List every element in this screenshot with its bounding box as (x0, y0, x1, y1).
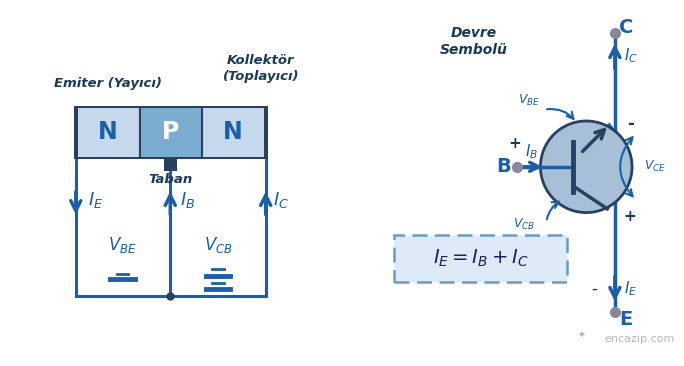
Text: N: N (222, 120, 242, 145)
Text: $I_B$: $I_B$ (180, 190, 195, 210)
Text: Emiter (Yayıcı): Emiter (Yayıcı) (54, 78, 162, 90)
Text: $V_{BE}$: $V_{BE}$ (518, 93, 540, 108)
Text: $I_B$: $I_B$ (525, 142, 538, 161)
FancyBboxPatch shape (395, 235, 567, 282)
Text: $V_{BE}$: $V_{BE}$ (108, 235, 137, 255)
Text: C: C (619, 18, 633, 37)
Text: $I_C$: $I_C$ (274, 190, 289, 210)
Text: $I_C$: $I_C$ (624, 47, 638, 66)
Text: $I_E$: $I_E$ (88, 190, 103, 210)
Text: $V_{CB}$: $V_{CB}$ (204, 235, 233, 255)
Bar (78, 108, 140, 157)
Circle shape (540, 121, 632, 213)
Text: encazip.com: encazip.com (605, 333, 674, 344)
Text: ✦: ✦ (577, 330, 586, 341)
Text: +: + (508, 137, 521, 152)
Bar (202, 108, 264, 157)
Text: Devre
Sembolü: Devre Sembolü (440, 26, 508, 57)
Bar (140, 108, 202, 157)
Text: $I_E$: $I_E$ (624, 280, 637, 298)
Text: $I_E = I_B + I_C$: $I_E = I_B + I_C$ (433, 248, 529, 269)
Text: +: + (624, 209, 637, 224)
Text: N: N (98, 120, 118, 145)
Text: $V_{CE}$: $V_{CE}$ (644, 159, 666, 174)
Bar (74, 106, 267, 159)
Text: Taban: Taban (148, 173, 192, 186)
Text: -: - (627, 115, 633, 133)
Text: $V_{CB}$: $V_{CB}$ (513, 216, 536, 232)
Text: Kollektör
(Toplayıcı): Kollektör (Toplayıcı) (223, 54, 299, 83)
Text: B: B (496, 157, 511, 176)
Text: E: E (620, 310, 633, 329)
Text: P: P (161, 120, 179, 145)
Bar (163, 157, 177, 171)
Text: -: - (591, 280, 597, 298)
